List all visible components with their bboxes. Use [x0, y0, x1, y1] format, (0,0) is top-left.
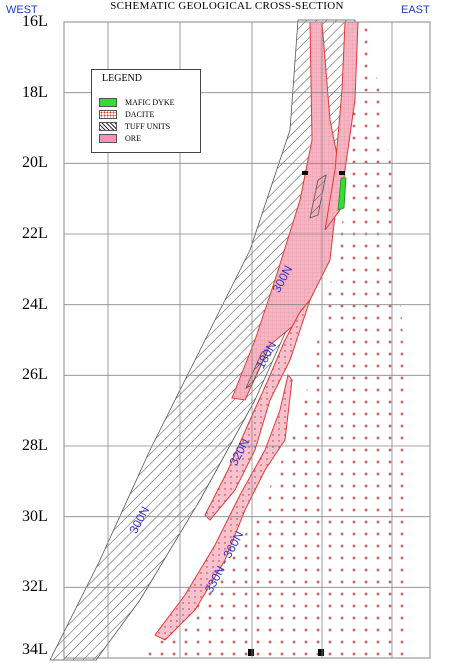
- ore-lens-lower: [154, 373, 293, 641]
- level-label: 32L: [22, 578, 48, 596]
- dacite-unit: [140, 20, 412, 660]
- legend-label: DACITE: [125, 109, 155, 119]
- legend-label: ORE: [125, 133, 141, 143]
- drill-marker: [318, 649, 324, 656]
- legend-swatch-tuff-units: [99, 121, 117, 131]
- legend-item-mafic-dyke: MAFIC DYKE: [99, 97, 175, 107]
- mafic-dyke: [337, 177, 347, 211]
- level-label: 24L: [22, 295, 48, 313]
- figure-title: SCHEMATIC GEOLOGICAL CROSS-SECTION: [110, 0, 344, 12]
- legend-swatch-mafic-dyke: [99, 97, 117, 107]
- legend-item-dacite: DACITE: [99, 109, 154, 119]
- level-label: 20L: [22, 154, 48, 172]
- legend-swatch-dacite: [99, 109, 117, 119]
- legend-item-ore: ORE: [99, 133, 141, 143]
- drill-marker: [339, 171, 345, 175]
- level-label: 34L: [22, 641, 48, 658]
- level-label: 28L: [22, 437, 48, 454]
- legend-title: LEGEND: [102, 73, 142, 84]
- legend-label: TUFF UNITS: [125, 121, 171, 131]
- drill-marker: [248, 649, 254, 656]
- ore-body-east: [324, 21, 359, 231]
- level-label: 18L: [22, 83, 48, 101]
- level-label: 30L: [22, 507, 48, 525]
- ore-lens-upper: [204, 299, 311, 521]
- drill-marker: [302, 171, 308, 175]
- west-label: WEST: [6, 4, 38, 16]
- level-label: 22L: [22, 225, 48, 242]
- east-label: EAST: [401, 4, 430, 16]
- legend-item-tuff-units: TUFF UNITS: [99, 121, 170, 131]
- legend-label: MAFIC DYKE: [125, 97, 175, 107]
- level-label: 16L: [22, 13, 48, 30]
- legend-box: LEGEND MAFIC DYKE DACITE TUFF UNITS ORE: [91, 69, 201, 153]
- level-label: 26L: [22, 366, 48, 384]
- legend-swatch-ore: [99, 133, 117, 143]
